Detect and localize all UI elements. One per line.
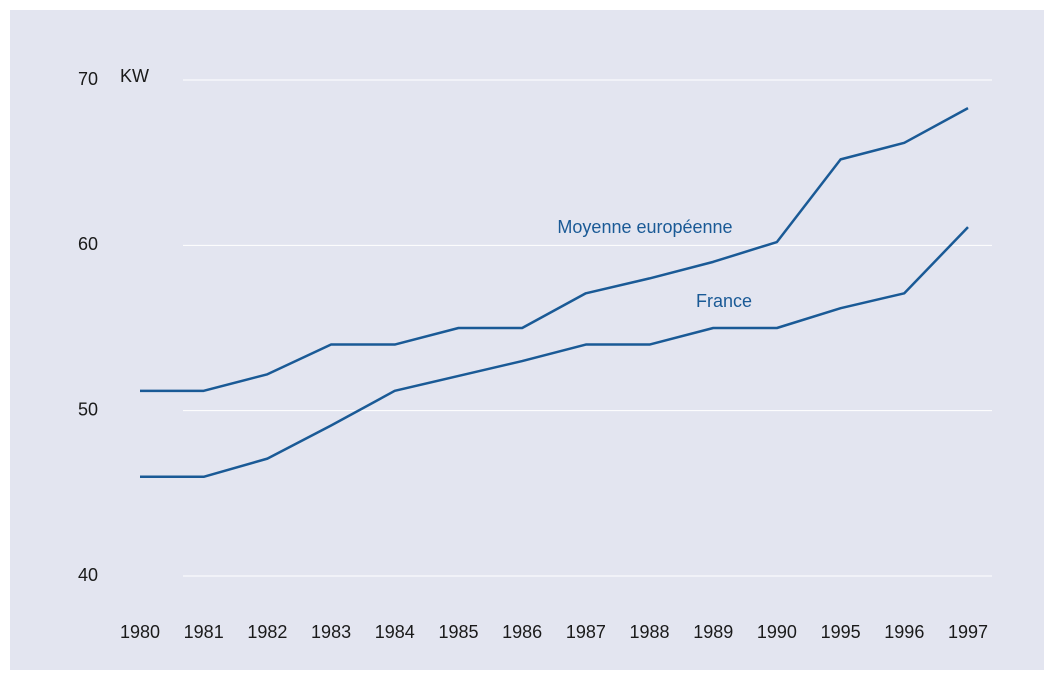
x-tick-label: 1990 (757, 622, 797, 642)
x-tick-label: 1997 (948, 622, 988, 642)
line (140, 107, 969, 393)
line (140, 226, 969, 479)
series-label: Moyenne européenne (557, 217, 732, 237)
x-tick-label: 1981 (184, 622, 224, 642)
y-tick-label: 70 (78, 69, 98, 89)
chart-background (10, 10, 1044, 670)
x-tick-label: 1986 (502, 622, 542, 642)
x-tick-label: 1987 (566, 622, 606, 642)
x-tick-label: 1989 (693, 622, 733, 642)
x-tick-label: 1996 (884, 622, 924, 642)
x-tick-label: 1988 (630, 622, 670, 642)
x-tick-label: 1995 (821, 622, 861, 642)
y-tick-label: 40 (78, 565, 98, 585)
y-axis-label: KW (120, 66, 149, 86)
y-tick-label: 50 (78, 399, 98, 419)
x-tick-label: 1984 (375, 622, 415, 642)
x-tick-label: 1982 (247, 622, 287, 642)
series-label: France (696, 291, 752, 311)
x-tick-label: 1980 (120, 622, 160, 642)
y-tick-label: 60 (78, 234, 98, 254)
x-tick-label: 1985 (438, 622, 478, 642)
x-tick-label: 1983 (311, 622, 351, 642)
